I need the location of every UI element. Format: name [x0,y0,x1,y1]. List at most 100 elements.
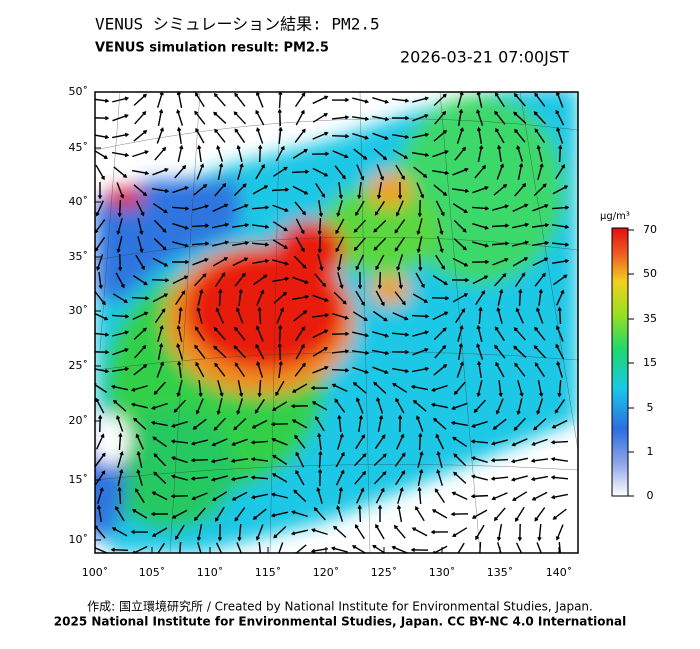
wind-arrow [517,162,524,180]
wind-arrow [214,362,226,377]
wind-arrow [550,457,569,462]
wind-arrow [294,362,306,377]
wind-arrow [554,398,566,414]
wind-arrow [133,327,147,340]
wind-arrow [271,473,288,483]
wind-arrow [135,200,145,217]
wind-arrow [310,547,329,553]
wind-arrow [331,331,350,336]
wind-arrow [295,451,305,468]
wind-arrow [435,200,445,217]
wind-arrow [431,296,450,301]
wind-arrow [255,325,264,342]
wind-arrow [338,486,344,505]
wind-arrow [332,313,349,320]
wind-arrow [171,509,188,519]
wind-arrow [391,545,408,553]
lon-label: 110˚ [197,566,224,579]
wind-arrow [416,182,425,199]
wind-arrow [312,95,329,105]
wind-arrow [518,288,523,307]
wind-arrow [192,418,207,430]
wind-arrow [252,258,270,265]
wind-arrow [397,414,403,433]
wind-arrow [312,131,329,140]
wind-arrow [490,476,509,481]
wind-arrow [494,110,506,125]
wind-arrow [456,127,464,144]
wind-arrow [216,398,223,416]
wind-arrow [557,306,562,325]
wind-arrow [373,148,388,161]
wind-arrow [257,306,262,325]
wind-arrow [354,470,367,485]
wind-arrow [178,306,183,325]
wind-arrow [291,419,308,429]
wind-arrow [253,274,268,286]
wind-arrow [391,115,410,121]
wind-arrow [153,381,166,395]
wind-arrow [332,150,349,159]
wind-arrow [556,361,564,378]
credit: 作成: 国立環境研究所 / Created by National Instit… [87,599,593,614]
wind-arrow [272,204,289,213]
wind-arrow [511,438,528,447]
wind-arrow [537,523,542,542]
wind-arrow [512,203,529,212]
wind-arrow [513,417,526,431]
wind-arrow [336,505,344,522]
wind-arrow [95,470,106,486]
wind-arrow [538,288,543,307]
wind-arrow [336,254,343,272]
wind-arrow [496,524,503,542]
wind-arrow [512,257,529,267]
wind-arrow [272,259,290,266]
wind-arrow [375,254,385,271]
wind-arrow [335,236,345,253]
wind-arrow [453,453,467,467]
wind-arrow [418,432,423,451]
timestamp: 2026-03-21 07:00JST [400,48,569,67]
wind-arrow [130,529,149,535]
lon-label: 140˚ [546,566,573,579]
wind-arrow [137,218,144,236]
wind-arrow [476,324,483,342]
wind-arrow [270,422,289,427]
wind-arrow [330,546,348,553]
wind-arrow [551,419,568,429]
wind-arrow [217,380,224,398]
wind-arrow [215,506,225,522]
wind-arrow [112,293,128,303]
wind-arrow [556,289,565,306]
wind-arrow [433,93,447,106]
wind-arrow [236,144,243,162]
wind-arrow [191,241,210,246]
wind-arrow [278,324,283,343]
wind-arrow [197,144,202,163]
wind-arrow [151,187,170,194]
wind-arrow [231,223,250,228]
wind-arrow [190,458,209,463]
wind-arrow [294,201,306,216]
lat-label: 25˚ [69,359,89,372]
wind-arrow [255,163,265,180]
wind-arrow [473,399,486,413]
wind-arrow [295,218,305,235]
wind-arrow [233,418,247,431]
wind-arrow [534,326,546,341]
wind-arrow [454,146,466,161]
wind-arrow [536,307,544,324]
wind-arrow [497,144,502,163]
wind-arrow [311,401,328,411]
wind-arrow [172,222,189,230]
pm25-field [95,92,578,553]
wind-arrow [293,310,308,322]
wind-arrow [495,361,505,378]
wind-arrow [215,307,224,324]
wind-arrow [510,475,528,482]
wind-arrow [314,273,327,288]
wind-arrow [534,272,546,287]
wind-arrow [416,218,423,236]
wind-arrow [292,294,310,301]
wind-arrow [111,366,130,373]
